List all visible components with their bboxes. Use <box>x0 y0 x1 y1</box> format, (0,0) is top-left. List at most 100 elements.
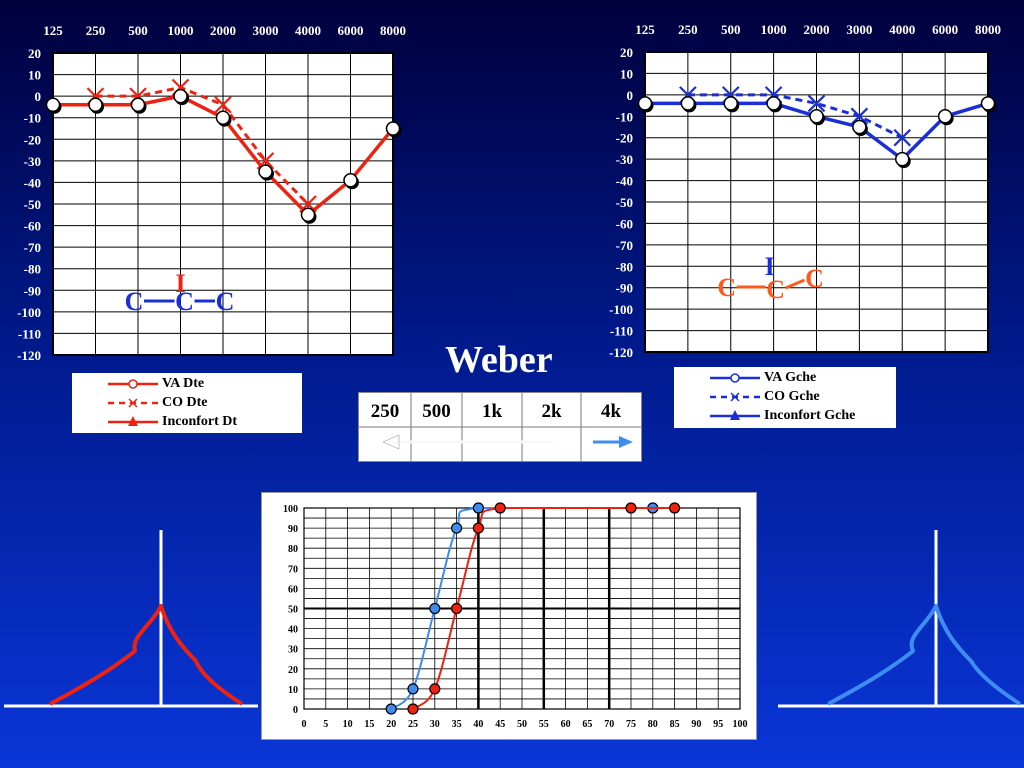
y-tick-label: 10 <box>28 68 41 83</box>
y-tick-label: -100 <box>17 305 41 320</box>
y-tick-label: -110 <box>18 326 41 341</box>
va-point <box>385 121 401 136</box>
x-tick-label: 75 <box>626 719 636 730</box>
x-tick-label: 500 <box>128 23 148 38</box>
va-point <box>300 207 316 223</box>
legend-label: VA Dte <box>162 375 205 391</box>
weber-frequency: 2k <box>541 401 562 422</box>
annotation-c: C <box>175 287 194 316</box>
speech-point <box>625 502 637 514</box>
y-tick-label: -40 <box>24 175 41 190</box>
x-tick-label: 250 <box>86 23 106 38</box>
legend-swatch <box>710 372 760 383</box>
y-tick-label: -60 <box>24 219 41 234</box>
speech-audiometry-chart: 0 5 10 15 20 25 30 35 40 45 50 55 60 65 70 75 80 85 90 95 10… <box>283 502 748 730</box>
va-point <box>980 96 996 111</box>
legend-swatch <box>108 415 158 426</box>
right-ear-audiogram: 125 250 500 1000 2000 3000 4000 6000 8000 20 10 0 -1… <box>17 23 406 363</box>
y-tick-label: -20 <box>24 132 41 147</box>
y-tick-label: -70 <box>24 240 41 255</box>
x-tick-label: 85 <box>670 719 680 730</box>
annotation-c: C <box>125 287 144 316</box>
speech-audiometry-panel: 0 5 10 15 20 25 30 35 40 45 50 55 60 65 70 75 80 85 90 95 10… <box>261 492 757 740</box>
y-tick-label: -90 <box>24 283 41 298</box>
va-point <box>258 164 273 179</box>
annotation-c: C <box>216 287 235 316</box>
x-tick-label: 5 <box>323 719 328 730</box>
legend-swatch <box>108 397 158 408</box>
legend-swatch <box>108 378 158 389</box>
annotation-i: I <box>175 269 185 298</box>
y-tick-label: -100 <box>609 302 633 317</box>
x-tick-label: 40 <box>473 719 483 730</box>
legend-label: CO Gche <box>764 388 820 404</box>
y-tick-label: 90 <box>288 524 298 535</box>
y-tick-label: -50 <box>616 195 633 210</box>
annotation-c: C <box>766 275 785 304</box>
va-point <box>173 88 188 104</box>
y-tick-label: -70 <box>616 238 633 253</box>
y-tick-label: 0 <box>627 88 634 103</box>
weber-arrowhead-right <box>619 436 633 448</box>
x-tick-label: 4000 <box>889 22 915 37</box>
speech-point <box>385 703 397 715</box>
y-tick-label: 20 <box>288 665 298 676</box>
va-point <box>680 96 696 111</box>
x-tick-label: 6000 <box>338 23 364 38</box>
y-tick-label: 60 <box>288 584 298 595</box>
x-tick-label: 90 <box>691 719 701 730</box>
x-tick-label: 50 <box>517 719 527 730</box>
x-tick-label: 15 <box>364 719 374 730</box>
y-tick-label: 80 <box>288 544 298 555</box>
y-tick-label: -40 <box>616 174 633 189</box>
y-tick-label: 10 <box>288 685 298 696</box>
speech-point <box>429 602 441 615</box>
va-point <box>88 97 103 113</box>
y-tick-label: -10 <box>616 109 633 124</box>
legend-label: VA Gche <box>764 369 817 385</box>
va-point <box>766 96 781 111</box>
x-tick-label: 2000 <box>804 22 830 37</box>
va-point <box>45 97 61 113</box>
y-tick-label: 40 <box>288 625 298 636</box>
y-tick-label: -60 <box>616 216 633 231</box>
y-tick-label: -90 <box>616 281 633 296</box>
legend-entry: CO Dte <box>72 393 302 412</box>
lateralization-curve <box>49 604 244 706</box>
left-ear-legend: VA Gche CO Gche Inconfort Gche <box>674 367 896 428</box>
y-tick-label: 50 <box>288 605 298 616</box>
x-tick-label: 8000 <box>975 22 1001 37</box>
x-tick-label: 70 <box>604 719 614 730</box>
x-tick-label: 0 <box>302 719 307 730</box>
x-tick-label: 100 <box>733 719 748 730</box>
speech-point <box>407 703 419 715</box>
y-tick-label: 30 <box>288 645 298 656</box>
y-tick-label: 20 <box>28 46 41 61</box>
speech-point <box>451 522 463 534</box>
va-point <box>215 110 231 125</box>
x-tick-label: 500 <box>721 22 741 37</box>
x-tick-label: 2000 <box>210 23 236 38</box>
co-series-line <box>95 85 310 206</box>
x-tick-label: 60 <box>561 719 571 730</box>
speech-point <box>451 602 463 615</box>
y-tick-label: 0 <box>35 89 42 104</box>
x-tick-label: 4000 <box>295 23 321 38</box>
x-tick-label: 125 <box>43 23 63 38</box>
y-tick-label: -10 <box>24 111 41 126</box>
legend-entry: VA Dte <box>72 374 302 393</box>
x-tick-label: 125 <box>635 22 655 37</box>
right-ear-legend: VA Dte CO Dte Inconfort Dt <box>72 373 302 433</box>
weber-frequency: 4k <box>601 401 622 422</box>
co-x-marker <box>893 128 912 147</box>
y-tick-label: 70 <box>288 564 298 575</box>
lateralization-curve <box>827 604 1022 706</box>
x-tick-label: 3000 <box>253 23 279 38</box>
legend-swatch <box>710 391 760 402</box>
legend-label: Inconfort Gche <box>764 407 856 423</box>
x-tick-label: 65 <box>582 719 592 730</box>
speech-point <box>472 522 484 534</box>
x-tick-label: 250 <box>678 22 698 37</box>
va-point <box>937 109 953 124</box>
co-series-line <box>687 93 903 140</box>
